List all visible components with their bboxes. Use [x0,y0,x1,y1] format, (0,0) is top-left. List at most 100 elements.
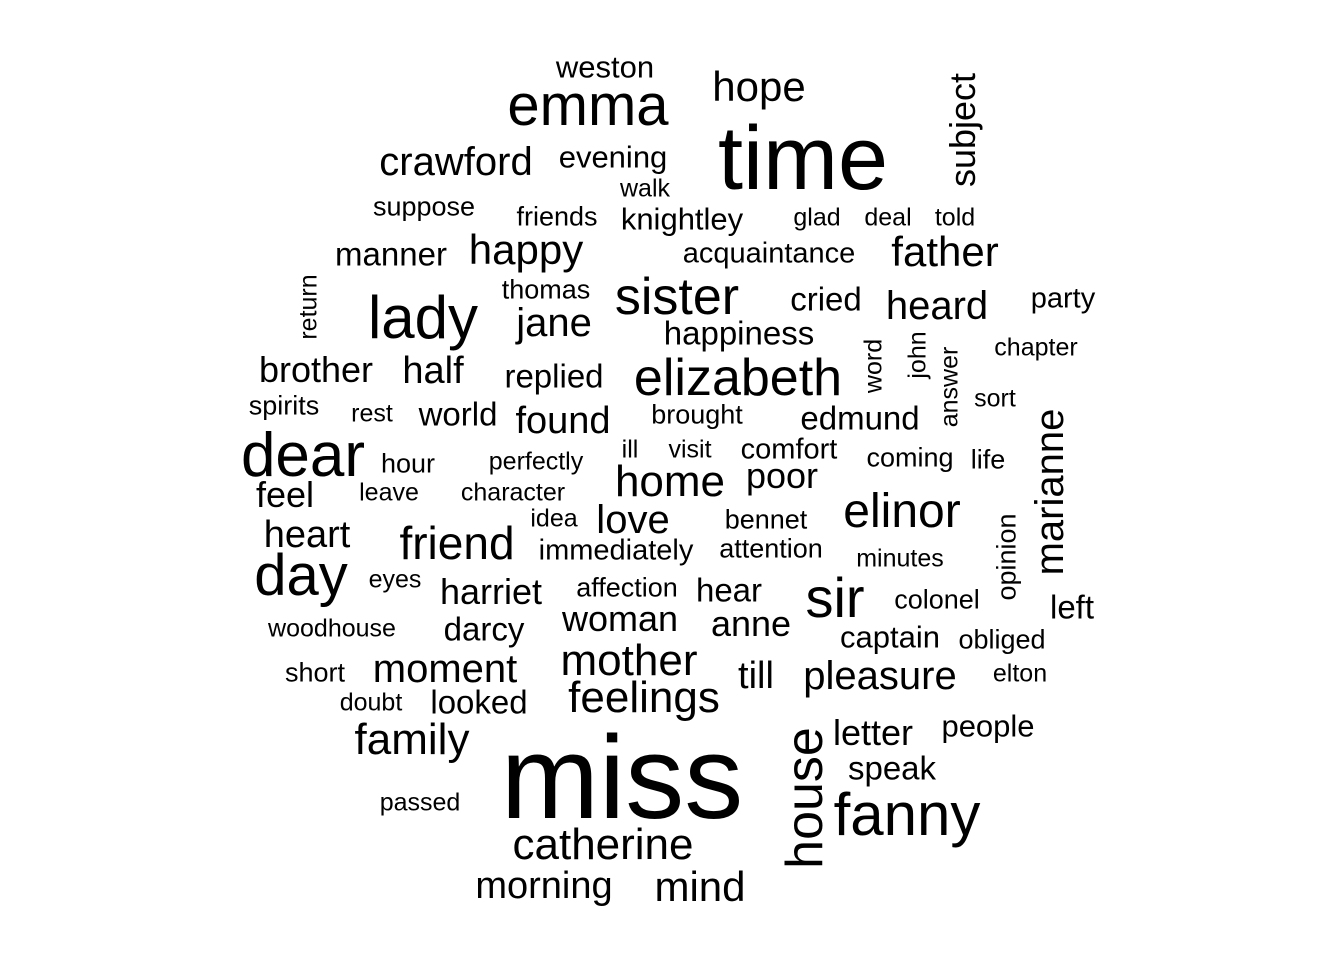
word-perfectly: perfectly [488,447,584,476]
word-poor: poor [745,455,819,496]
word-sort: sort [974,384,1016,413]
word-suppose: suppose [372,191,476,222]
word-deal: deal [864,203,912,232]
word-dear: dear [240,421,366,490]
word-half: half [402,350,464,392]
word-coming: coming [866,442,954,473]
word-mother: mother [560,636,698,685]
word-immediately: immediately [538,534,694,567]
word-chapter: chapter [994,333,1078,362]
word-character: character [460,478,566,507]
word-mind: mind [654,863,746,910]
word-minutes: minutes [856,544,944,573]
word-woodhouse: woodhouse [268,614,396,643]
word-answer: answer [935,346,964,428]
word-return: return [294,274,323,340]
word-word: word [859,338,888,394]
word-walk: walk [619,174,671,203]
word-elton: elton [992,659,1048,688]
word-glad: glad [793,203,841,232]
word-pleasure: pleasure [803,654,957,698]
word-friend: friend [399,517,515,569]
word-elizabeth: elizabeth [633,349,843,407]
word-house: house [776,727,834,869]
word-idea: idea [530,504,578,533]
word-family: family [354,715,470,764]
word-heart: heart [263,514,351,556]
word-john: john [903,331,932,379]
word-catherine: catherine [512,820,694,869]
word-party: party [1030,282,1096,315]
word-fanny: fanny [833,781,981,848]
word-crawford: crawford [379,140,533,184]
word-sister: sister [614,268,740,326]
word-letter: letter [832,712,914,753]
word-miss: miss [500,712,744,844]
word-looked: looked [430,683,528,721]
word-father: father [891,228,999,275]
word-comfort: comfort [740,433,838,466]
word-short: short [284,657,346,688]
word-found: found [515,400,611,442]
word-time: time [717,109,889,209]
word-passed: passed [379,788,461,817]
word-ill: ill [621,435,639,464]
word-morning: morning [475,865,613,907]
word-sir: sir [805,566,865,629]
word-brother: brother [258,349,374,390]
word-heard: heard [885,284,989,328]
word-marianne: marianne [1028,408,1072,576]
word-left: left [1049,588,1095,626]
word-harriet: harriet [439,571,543,612]
word-anne: anne [710,603,792,644]
word-jane: jane [516,301,592,345]
word-lady: lady [367,284,479,351]
word-speak: speak [847,749,937,787]
word-edmund: edmund [800,399,920,437]
word-woman: woman [561,598,679,639]
word-day: day [254,543,348,608]
word-doubt: doubt [339,688,403,717]
word-colonel: colonel [894,584,980,615]
word-moment: moment [372,647,518,691]
word-told: told [934,203,976,232]
word-elinor: elinor [843,485,961,538]
word-acquaintance: acquaintance [682,237,856,270]
word-visit: visit [668,435,712,464]
word-feelings: feelings [568,673,720,722]
word-home: home [614,457,726,506]
word-hour: hour [380,448,436,479]
word-leave: leave [359,478,419,507]
word-attention: attention [719,533,823,564]
word-subject: subject [942,72,983,188]
word-opinion: opinion [991,513,1022,601]
word-brought: brought [651,399,743,430]
word-till: till [738,655,774,697]
word-replied: replied [504,357,604,395]
word-cried: cried [790,280,862,318]
word-hear: hear [695,571,763,609]
word-hope: hope [712,63,806,110]
word-happiness: happiness [663,314,815,352]
word-evening: evening [558,139,668,175]
word-manner: manner [335,235,447,273]
word-life: life [970,444,1006,475]
word-emma: emma [507,73,669,138]
word-knightley: knightley [620,201,744,237]
word-spirits: spirits [248,390,320,421]
word-love: love [596,498,670,542]
word-darcy: darcy [443,610,525,648]
word-bennet: bennet [724,504,808,535]
word-world: world [418,395,498,433]
word-captain: captain [840,619,940,655]
word-friends: friends [516,201,598,232]
word-weston: weston [555,49,655,85]
word-eyes: eyes [368,565,422,594]
word-feel: feel [255,474,315,515]
word-people: people [941,708,1035,744]
word-rest: rest [351,399,393,428]
word-affection: affection [576,572,678,603]
word-thomas: thomas [501,274,591,305]
word-happy: happy [468,226,584,273]
